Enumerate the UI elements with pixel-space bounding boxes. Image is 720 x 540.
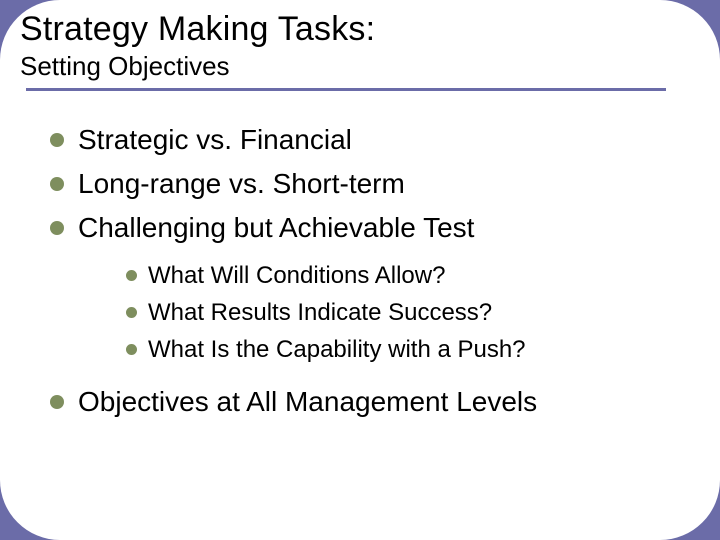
- bullet-text: What Is the Capability with a Push?: [148, 336, 526, 363]
- slide-subtitle: Setting Objectives: [20, 51, 700, 82]
- list-item: Long-range vs. Short-term: [50, 163, 680, 205]
- list-item: Strategic vs. Financial: [50, 119, 680, 161]
- list-item: What Will Conditions Allow?: [126, 257, 680, 294]
- bullet-text: Challenging but Achievable Test: [78, 212, 474, 243]
- list-item: What Results Indicate Success?: [126, 294, 680, 331]
- slide-header: Strategy Making Tasks: Setting Objective…: [0, 0, 720, 91]
- list-item: Challenging but Achievable Test What Wil…: [50, 207, 680, 369]
- bullet-text: Objectives at All Management Levels: [78, 386, 537, 417]
- bullet-text: Long-range vs. Short-term: [78, 168, 405, 199]
- bullet-list-level1: Strategic vs. Financial Long-range vs. S…: [50, 119, 680, 423]
- bullet-text: What Will Conditions Allow?: [148, 262, 445, 289]
- list-item: Objectives at All Management Levels: [50, 381, 680, 423]
- list-item: What Is the Capability with a Push?: [126, 331, 680, 368]
- bullet-text: Strategic vs. Financial: [78, 124, 352, 155]
- slide-title: Strategy Making Tasks:: [20, 10, 700, 49]
- bullet-list-level2: What Will Conditions Allow? What Results…: [126, 257, 680, 369]
- bullet-text: What Results Indicate Success?: [148, 299, 492, 326]
- slide-card: Strategy Making Tasks: Setting Objective…: [0, 0, 720, 540]
- slide-body: Strategic vs. Financial Long-range vs. S…: [0, 91, 720, 423]
